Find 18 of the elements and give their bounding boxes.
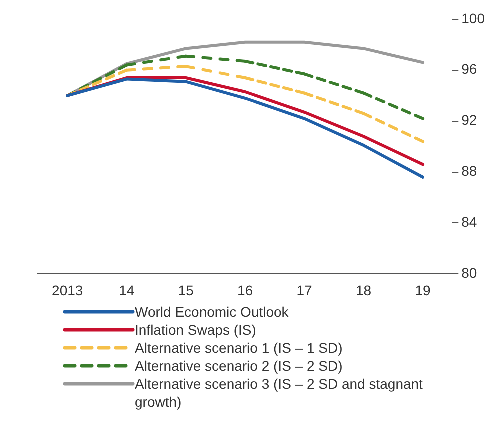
y-tick-label: 88 (462, 163, 478, 180)
y-tick-label: 84 (462, 214, 478, 230)
x-tick-label: 14 (119, 282, 135, 298)
y-tick-label: 96 (462, 61, 478, 78)
x-tick-label: 15 (178, 282, 194, 298)
x-tick-label: 2013 (52, 282, 84, 298)
x-tick-label: 18 (356, 282, 372, 298)
legend-label: Alternative scenario 3 (IS – 2 SD and stagnant growth) (135, 375, 424, 411)
legend-label: Inflation Swaps (IS) (135, 321, 256, 339)
y-tick-label: 92 (462, 112, 478, 128)
x-tick-label: 16 (238, 282, 254, 298)
x-tick-label: 17 (296, 282, 313, 298)
y-tick-label: 80 (462, 265, 478, 282)
y-tick-label: 100 (462, 10, 486, 26)
legend-label: Alternative scenario 2 (IS – 2 SD) (135, 357, 343, 375)
x-tick-label: 19 (415, 282, 432, 298)
legend-label: World Economic Outlook (135, 303, 289, 321)
legend-label: Alternative scenario 1 (IS – 1 SD) (135, 339, 343, 357)
